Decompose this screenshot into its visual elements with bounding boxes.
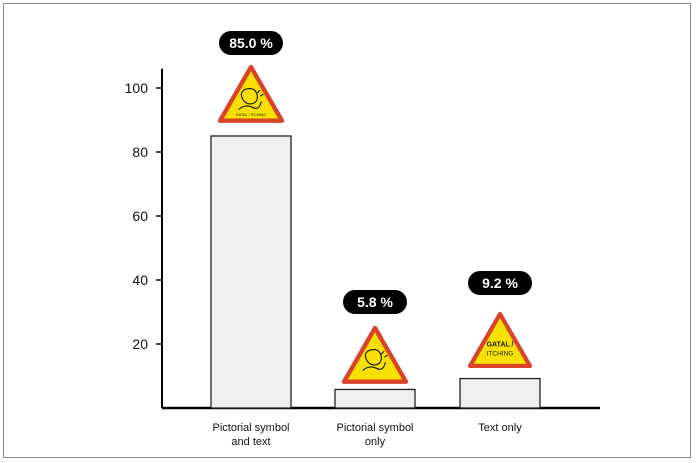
figure-head <box>364 349 382 366</box>
warning-sign-icon: GATAL / ITCHING <box>217 64 285 123</box>
category-label: only <box>365 436 386 448</box>
y-tick-label: 100 <box>125 80 149 96</box>
value-badge <box>343 290 407 314</box>
sign-text-line1: GATAL / <box>487 341 514 348</box>
sign-triangle <box>341 325 409 384</box>
warning-sign-icon <box>341 325 409 384</box>
category-label: and text <box>231 436 270 448</box>
bar <box>459 377 541 409</box>
scratch-marks <box>380 350 388 358</box>
scratching-figure-icon <box>362 349 388 372</box>
bar <box>210 135 292 409</box>
figure-arm <box>362 362 386 372</box>
sign-text-line2: ITCHING <box>487 350 514 357</box>
figure-head <box>240 88 258 105</box>
sign-caption: GATAL / ITCHING <box>236 113 267 117</box>
category-label: Pictorial symbol <box>336 422 413 434</box>
value-badge <box>468 271 532 295</box>
scratching-figure-icon <box>238 88 264 111</box>
value-label: 85.0 % <box>229 35 273 51</box>
y-tick-label: 80 <box>132 144 148 160</box>
warning-sign-icon: GATAL / ITCHING <box>467 311 533 369</box>
y-tick-label: 40 <box>132 272 148 288</box>
y-tick-label: 60 <box>132 208 148 224</box>
sign-triangle <box>467 311 533 369</box>
sign-triangle <box>217 64 285 123</box>
value-badge <box>219 31 283 55</box>
category-label: Pictorial symbol <box>212 422 289 434</box>
scratch-marks <box>256 89 264 97</box>
value-label: 9.2 % <box>482 275 518 291</box>
value-label: 5.8 % <box>357 294 393 310</box>
category-label: Text only <box>478 422 522 434</box>
bar <box>334 388 416 409</box>
figure-frame <box>3 3 691 458</box>
y-tick-label: 20 <box>132 336 148 352</box>
figure-arm <box>238 101 262 111</box>
